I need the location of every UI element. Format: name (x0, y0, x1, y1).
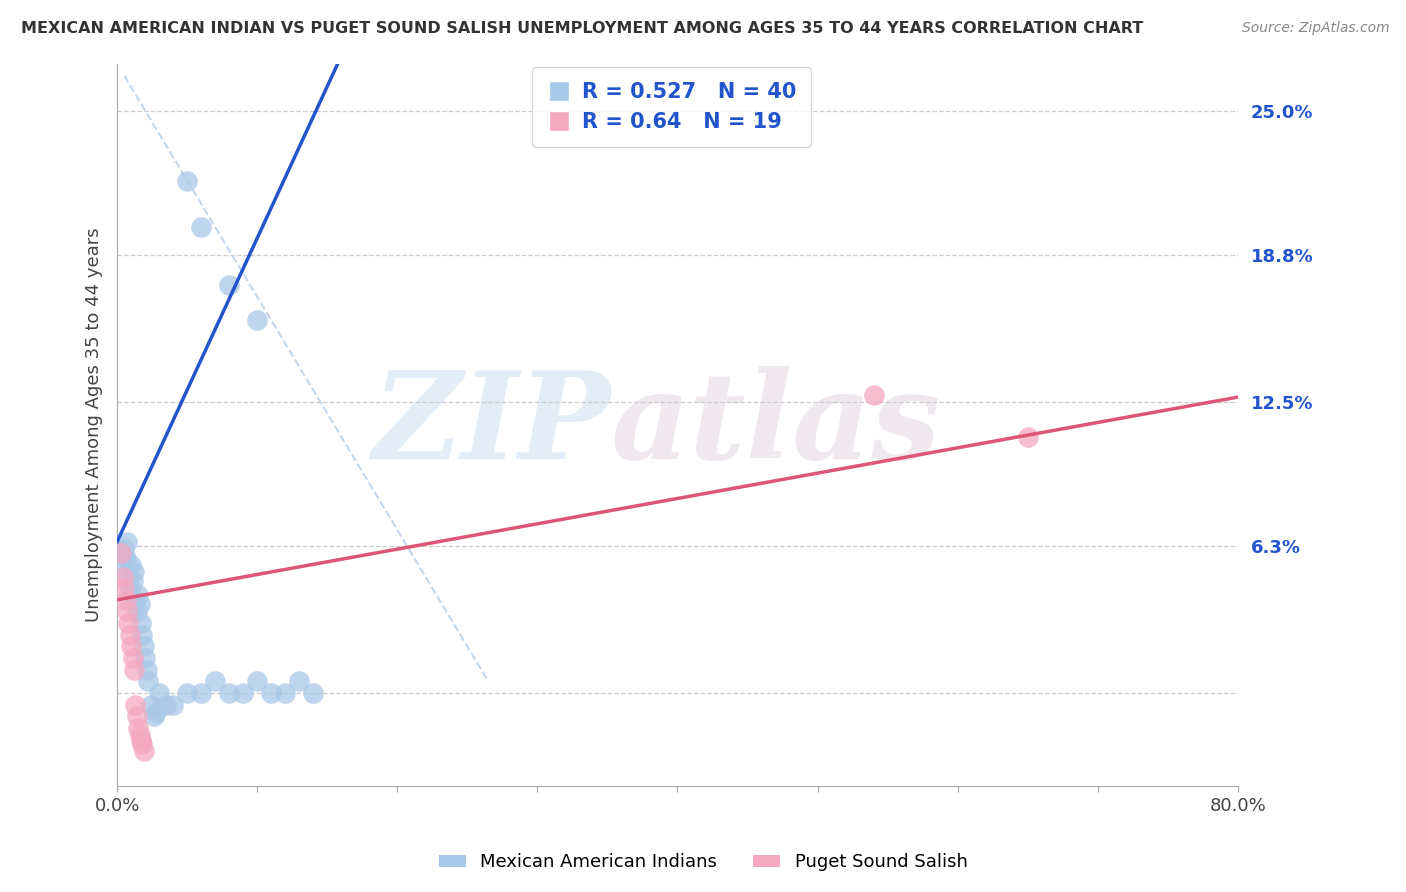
Point (111, 569, 134, 583)
Point (136, 674, 159, 689)
Point (115, 604, 138, 618)
Point (218, 686, 240, 700)
Point (121, 651, 143, 665)
Point (204, 674, 226, 689)
Point (148, 686, 170, 700)
Point (124, 698, 146, 712)
Point (190, 220, 212, 235)
Point (122, 663, 145, 677)
Point (288, 674, 311, 689)
Point (190, 686, 212, 700)
Point (114, 592, 136, 607)
Point (111, 546, 134, 560)
Point (117, 616, 139, 631)
Point (120, 640, 142, 654)
Point (120, 558, 142, 572)
Point (139, 698, 162, 712)
Point (132, 744, 155, 758)
Point (112, 581, 135, 595)
Point (110, 558, 132, 572)
Point (274, 686, 297, 700)
Point (131, 628, 153, 642)
Point (125, 604, 148, 618)
Point (129, 732, 152, 747)
Point (127, 588, 149, 602)
Point (122, 565, 145, 579)
Point (862, 388, 884, 402)
Text: Source: ZipAtlas.com: Source: ZipAtlas.com (1241, 21, 1389, 35)
Text: ZIP: ZIP (373, 366, 610, 484)
Point (115, 534, 138, 549)
Point (124, 592, 146, 607)
Point (112, 541, 135, 556)
Point (155, 698, 177, 712)
Point (117, 569, 139, 583)
Text: atlas: atlas (610, 366, 941, 484)
Point (218, 278, 240, 293)
Point (302, 686, 325, 700)
Point (162, 698, 184, 712)
Point (127, 721, 149, 735)
Point (260, 686, 283, 700)
Point (110, 546, 132, 560)
Point (128, 728, 150, 742)
Point (134, 651, 156, 665)
Point (128, 598, 150, 612)
Point (176, 686, 198, 700)
Point (118, 628, 141, 642)
Point (145, 705, 167, 719)
Legend: R = 0.527   N = 40, R = 0.64   N = 19: R = 0.527 N = 40, R = 0.64 N = 19 (533, 67, 811, 147)
Point (125, 709, 148, 723)
Point (121, 574, 143, 589)
Point (132, 640, 155, 654)
Point (1017, 430, 1039, 444)
Point (246, 313, 269, 327)
Legend: Mexican American Indians, Puget Sound Salish: Mexican American Indians, Puget Sound Sa… (432, 847, 974, 879)
Y-axis label: Unemployment Among Ages 35 to 44 years: Unemployment Among Ages 35 to 44 years (86, 227, 103, 623)
Text: MEXICAN AMERICAN INDIAN VS PUGET SOUND SALISH UNEMPLOYMENT AMONG AGES 35 TO 44 Y: MEXICAN AMERICAN INDIAN VS PUGET SOUND S… (21, 21, 1143, 36)
Point (114, 550, 136, 565)
Point (142, 709, 165, 723)
Point (232, 686, 254, 700)
Point (135, 663, 157, 677)
Point (129, 616, 152, 631)
Point (176, 173, 198, 187)
Point (131, 737, 153, 751)
Point (118, 581, 141, 595)
Point (246, 674, 269, 689)
